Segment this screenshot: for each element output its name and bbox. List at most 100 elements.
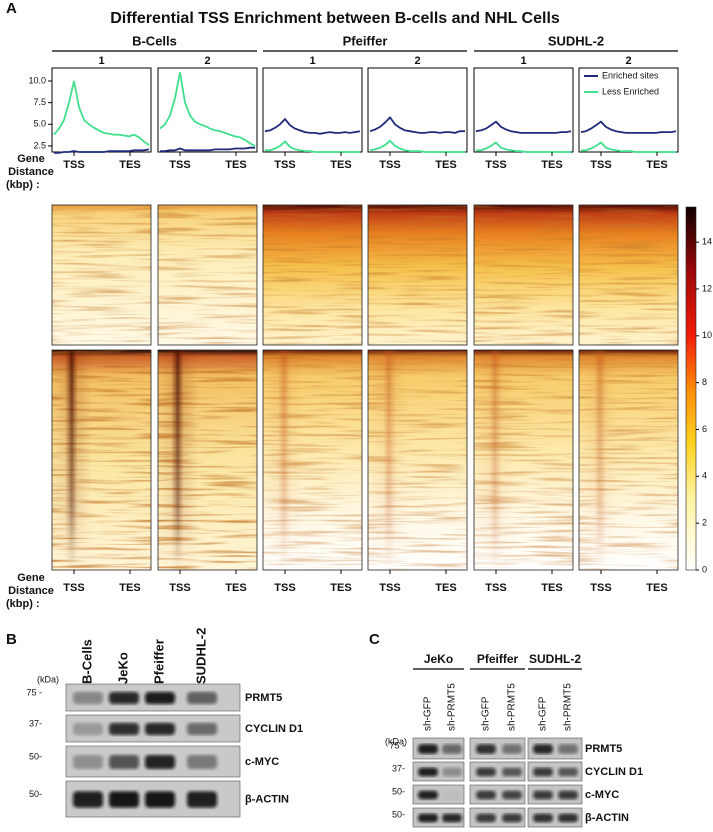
replicate-label: 1 [98, 55, 104, 67]
protein-label: CYCLIN D1 [585, 766, 643, 778]
x-tick-label: TSS [274, 582, 295, 594]
x-tick-label: TES [435, 582, 456, 594]
colorbar-tick-label: 12 [702, 283, 712, 293]
blot-band [476, 813, 496, 823]
heatmap-frame [473, 349, 574, 571]
heatmap-tss [52, 350, 151, 570]
heatmap-texture [52, 205, 151, 345]
blot-band [502, 813, 522, 823]
colorbar-tick-label: 14 [702, 237, 712, 247]
replicate-label: 2 [625, 55, 631, 67]
x-tick-label: TES [225, 582, 246, 594]
lane-label: sh-PRMT5 [507, 683, 518, 731]
x-tick-label: TES [119, 582, 140, 594]
profile-line [160, 146, 255, 153]
blot-band [145, 722, 175, 736]
blot-band [476, 744, 496, 754]
protein-label: β-ACTIN [245, 793, 289, 805]
replicate-label: 2 [414, 55, 420, 67]
lane-label: SUDHL-2 [193, 628, 208, 684]
colorbar-tick-label: 8 [702, 377, 707, 387]
heatmap-frame [157, 349, 258, 571]
heatmap-tss [158, 350, 257, 570]
blot-band [533, 744, 553, 754]
profile-line [265, 140, 360, 153]
heatmap-frame [51, 204, 152, 346]
lane-label: B-Cells [79, 639, 94, 684]
x-tick-label: TES [119, 159, 140, 171]
unit-label: (kDa) [37, 674, 59, 684]
lane-label: sh-GFP [423, 696, 434, 731]
heatmap-texture [474, 205, 573, 345]
x-tick-label: TES [646, 159, 667, 171]
blot-band [109, 754, 139, 770]
x-tick-label: TSS [485, 582, 506, 594]
blot-band [418, 744, 438, 754]
lane-label: Pfeiffer [151, 639, 166, 684]
lane-label: sh-GFP [538, 696, 549, 731]
profile-line [264, 117, 361, 135]
profile-line [54, 148, 150, 154]
x-tick-label: TES [330, 582, 351, 594]
replicate-label: 1 [520, 55, 526, 67]
marker-label: 37- [29, 718, 42, 728]
heatmap-frame [367, 349, 468, 571]
profile-line [159, 72, 256, 147]
blot-band [442, 813, 462, 823]
protein-label: c-MYC [585, 789, 619, 801]
y-tick-label: 2.5 [33, 140, 46, 150]
x-tick-label: TSS [274, 159, 295, 171]
profile-line [475, 120, 572, 134]
group-title: Pfeiffer [477, 652, 519, 666]
blot-band [476, 790, 496, 800]
group-title: SUDHL-2 [548, 33, 604, 48]
x-tick-label: TSS [169, 582, 190, 594]
marker-label: 50- [29, 789, 42, 799]
profile-frame [51, 67, 152, 153]
blot-band [502, 767, 522, 777]
blot-band [187, 754, 217, 770]
profile-frame [473, 67, 574, 153]
protein-label: CYCLIN D1 [245, 723, 303, 735]
heatmap-frame [262, 349, 363, 571]
blot-band [558, 767, 578, 777]
colorbar [685, 206, 697, 571]
y-tick-label: 7.5 [33, 97, 46, 107]
marker-label: 75 - [389, 740, 405, 750]
axis-label: Distance [8, 585, 54, 597]
axis-label: Gene [17, 153, 45, 165]
x-tick-label: TES [330, 159, 351, 171]
replicate-label: 2 [204, 55, 210, 67]
profile-line [369, 139, 465, 153]
heatmap-texture [368, 205, 467, 345]
blot-band [109, 722, 139, 736]
x-tick-label: TES [541, 582, 562, 594]
panel-label: C [369, 631, 380, 648]
x-tick-label: TSS [379, 582, 400, 594]
panel-label: B [6, 631, 17, 648]
marker-label: 50- [392, 786, 405, 796]
profile-line [53, 80, 150, 146]
blot-band [145, 691, 175, 705]
blot-band [442, 744, 462, 754]
x-tick-label: TSS [590, 582, 611, 594]
y-tick-label: 5.0 [33, 119, 46, 129]
marker-label: 37- [392, 763, 405, 773]
blot-band [442, 767, 462, 777]
heatmap-frame [578, 204, 679, 346]
x-tick-label: TES [435, 159, 456, 171]
profile-line [369, 116, 465, 134]
blot-band [73, 691, 103, 705]
blot-band [187, 691, 217, 705]
blot-band [533, 790, 553, 800]
group-title: B-Cells [132, 33, 177, 48]
heatmap-frame [473, 204, 574, 346]
profile-frame [262, 67, 363, 153]
x-tick-label: TSS [590, 159, 611, 171]
heatmap-tss [263, 350, 362, 570]
lane-label: sh-PRMT5 [447, 683, 458, 731]
protein-label: PRMT5 [585, 743, 622, 755]
protein-label: β-ACTIN [585, 812, 629, 824]
lane-label: JeKo [115, 652, 130, 684]
